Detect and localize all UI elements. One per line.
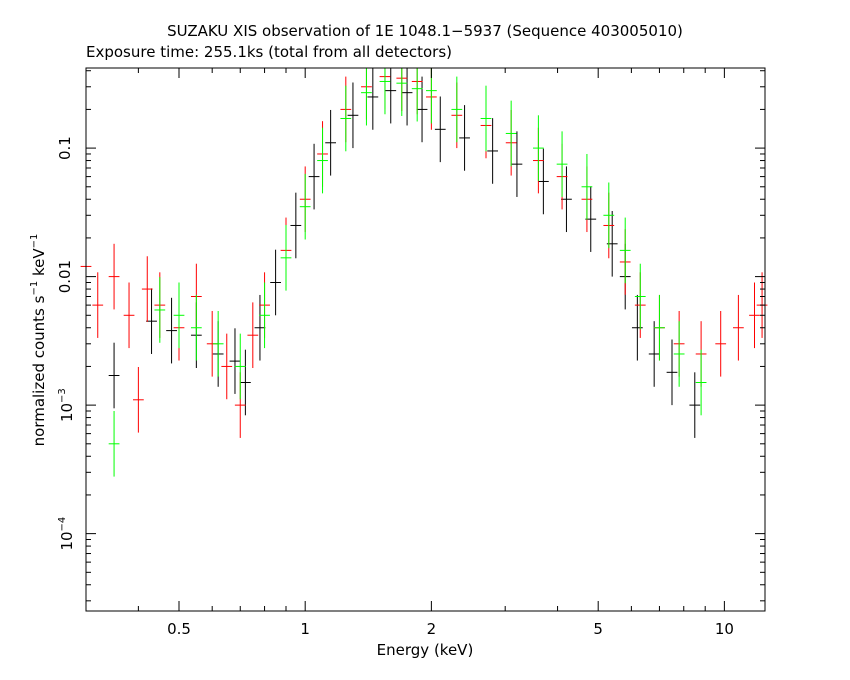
data-point	[619, 217, 631, 284]
data-point	[459, 105, 470, 171]
y-tick-label-exp: −3	[57, 388, 68, 403]
y-axis-label: normalized counts s−1 keV−1	[29, 234, 48, 447]
data-point	[749, 282, 760, 349]
data-point	[317, 127, 328, 194]
data-point	[666, 339, 678, 406]
data-point	[648, 321, 660, 387]
data-point	[537, 148, 549, 215]
data-point	[290, 192, 302, 259]
data-point	[385, 68, 397, 124]
data-point	[92, 272, 104, 338]
chart-title: SUZAKU XIS observation of 1E 1048.1−5937…	[167, 22, 683, 40]
data-point	[533, 115, 544, 181]
x-tick-label: 2	[427, 620, 437, 638]
data-point	[308, 143, 320, 210]
x-tick-layer: 0.5 1 2 5 10	[85, 68, 734, 638]
data-point	[108, 243, 120, 310]
x-tick-label: 0.5	[167, 620, 191, 638]
data-point	[146, 288, 157, 354]
data-point	[270, 249, 281, 316]
data-point	[212, 310, 224, 377]
y-axis-label-text: normalized counts s	[30, 295, 48, 446]
data-point	[132, 366, 144, 433]
data-point	[166, 297, 177, 364]
data-point	[141, 256, 153, 322]
y-tick-label: 10−4	[57, 517, 76, 551]
data-point	[695, 349, 707, 416]
data-point	[247, 302, 259, 369]
data-point	[511, 131, 523, 197]
data-point	[340, 85, 352, 152]
data-point	[108, 342, 120, 409]
data-point	[634, 263, 646, 330]
data-point	[451, 76, 463, 143]
data-point	[581, 153, 593, 220]
y-tick-label-base: 10	[58, 403, 76, 422]
data-point	[221, 333, 233, 400]
series-0	[108, 68, 701, 438]
y-tick-label: 0.1	[56, 136, 74, 160]
data-point	[487, 118, 499, 184]
x-tick-label: 5	[593, 620, 603, 638]
x-axis-label: Energy (keV)	[377, 641, 474, 659]
data-point	[173, 282, 185, 349]
data-point	[733, 294, 744, 361]
data-point	[603, 182, 615, 249]
y-tick-label-base: 10	[58, 531, 76, 550]
data-point	[367, 68, 379, 130]
data-point	[434, 96, 446, 163]
data-point	[254, 294, 266, 361]
data-point	[379, 68, 391, 115]
data-point	[654, 294, 665, 361]
data-point	[239, 349, 251, 416]
data-point	[715, 310, 727, 377]
data-point	[416, 76, 428, 143]
data-point	[401, 68, 413, 126]
x-tick-label: 1	[300, 620, 310, 638]
y-axis-label-sup1: −1	[29, 281, 40, 296]
data-point	[280, 225, 292, 291]
data-point	[556, 131, 568, 197]
series-layer	[80, 68, 768, 477]
y-tick-label-exp: −4	[57, 517, 68, 532]
data-point	[123, 282, 135, 349]
data-point	[673, 321, 685, 387]
y-tick-label: 10−3	[57, 388, 76, 422]
data-point	[631, 294, 643, 361]
y-axis-label-mid: keV	[30, 248, 48, 281]
data-point	[154, 277, 166, 343]
chart-subtitle: Exposure time: 255.1ks (total from all d…	[86, 43, 452, 61]
plot-frame	[85, 67, 766, 612]
y-axis-label-sup2: −1	[29, 234, 40, 249]
data-point	[561, 166, 572, 233]
data-point	[325, 109, 337, 176]
data-point	[505, 100, 517, 167]
data-point	[480, 85, 492, 152]
data-point	[108, 410, 120, 477]
series-2	[108, 68, 707, 477]
data-point	[229, 328, 241, 394]
data-point	[396, 68, 408, 116]
data-point	[190, 294, 202, 361]
data-point	[689, 372, 701, 438]
data-point	[361, 68, 372, 126]
data-point	[259, 282, 270, 349]
y-tick-label: 0.01	[56, 260, 74, 293]
data-point	[411, 68, 423, 122]
data-point	[347, 82, 359, 149]
data-point	[299, 173, 311, 240]
x-tick-label: 10	[715, 620, 734, 638]
series-1	[80, 68, 768, 438]
data-point	[234, 333, 246, 400]
